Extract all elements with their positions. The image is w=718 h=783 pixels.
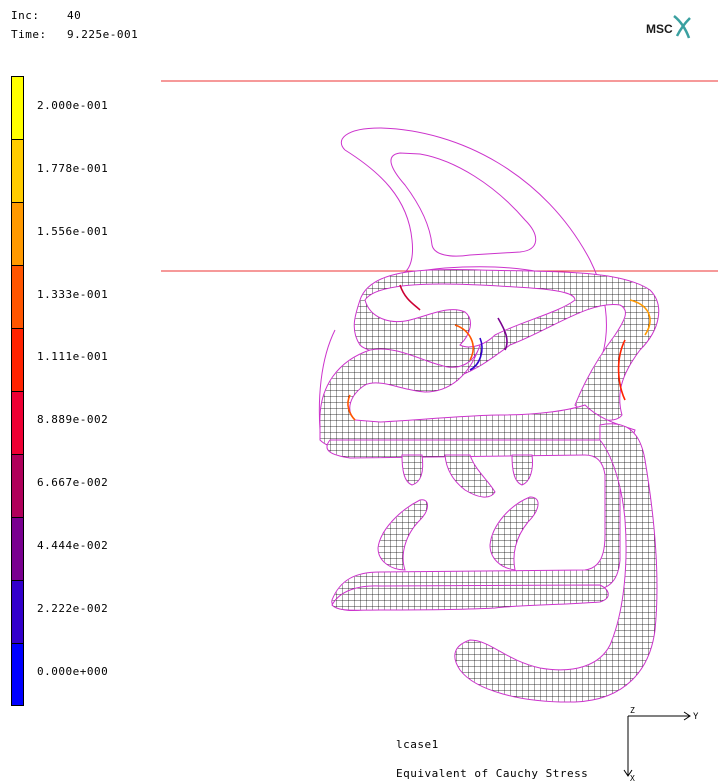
legend-swatch-3 [12,266,23,329]
axis-y-label: Y [693,712,699,722]
deformed-mesh [319,268,660,703]
legend-label-5: 8.889e-002 [37,413,109,426]
legend-swatch-9 [12,644,23,705]
legend-swatch-7 [12,518,23,581]
legend-label-1: 1.778e-001 [37,162,109,175]
axis-x-label: X [630,774,635,783]
stress-contours [347,284,651,421]
legend-label-4: 1.111e-001 [37,350,109,363]
time-value: 9.225e-001 [67,28,139,41]
legend-swatch-1 [12,140,23,203]
legend-swatch-2 [12,203,23,266]
legend-swatch-6 [12,455,23,518]
legend-label-0: 2.000e-001 [37,99,109,112]
legend-label-7: 4.444e-002 [37,539,109,552]
color-legend-bar [11,76,24,706]
legend-label-6: 6.667e-002 [37,476,109,489]
axis-z-label: Z [630,706,635,715]
inc-value: 40 [67,9,82,22]
legend-swatch-8 [12,581,23,644]
legend-label-9: 0.000e+000 [37,665,109,678]
legend-label-2: 1.556e-001 [37,225,109,238]
inc-label: Inc: [11,9,40,22]
msc-logo: MSC [646,15,691,39]
legend-swatch-0 [12,77,23,140]
legend-swatch-5 [12,392,23,455]
result-name: Equivalent of Cauchy Stress [396,767,589,780]
logo-text: MSC [646,22,673,36]
legend-swatch-4 [12,329,23,392]
legend-label-3: 1.333e-001 [37,288,109,301]
time-label: Time: [11,28,47,41]
axis-triad [623,711,691,777]
case-name: lcase1 [396,738,439,751]
legend-label-8: 2.222e-002 [37,602,109,615]
